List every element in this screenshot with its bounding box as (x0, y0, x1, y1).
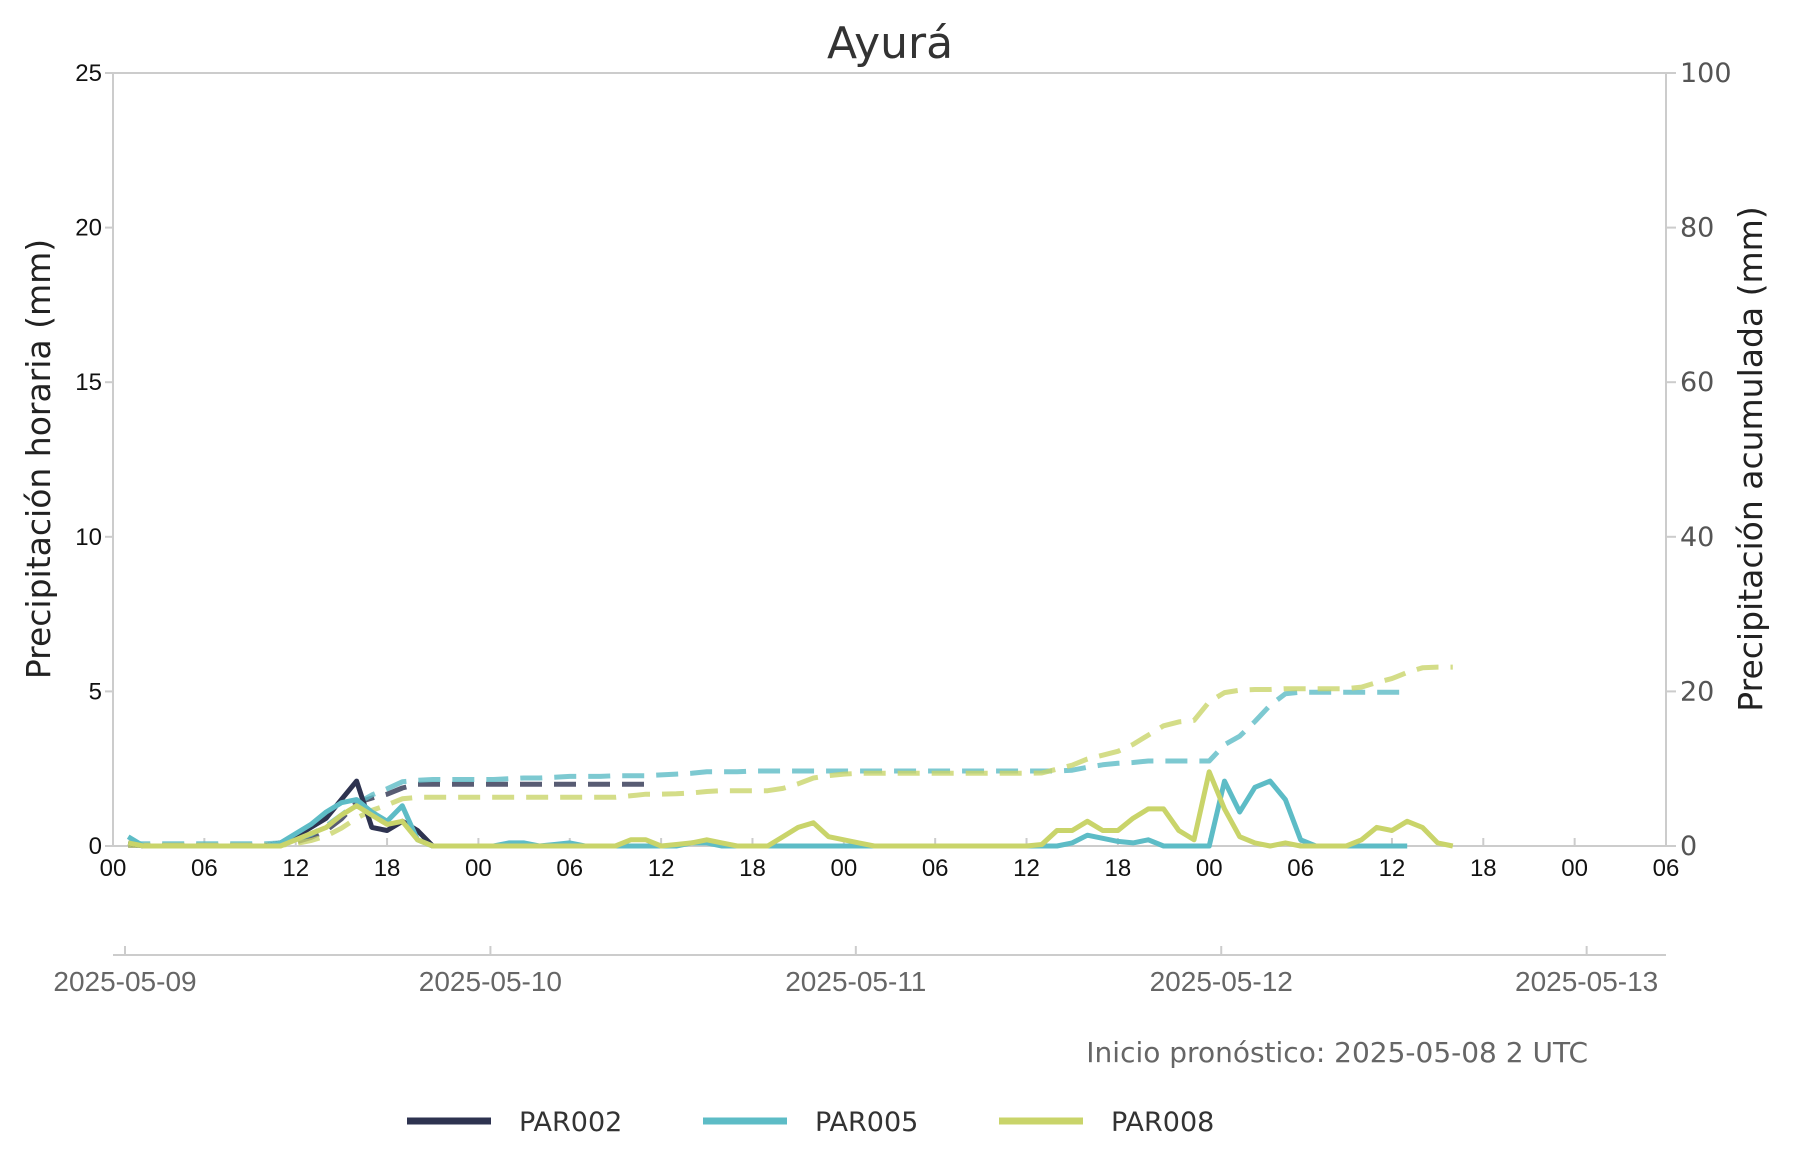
date-tick-label: 2025-05-09 (53, 966, 196, 997)
hour-tick-label: 06 (1653, 855, 1680, 882)
right-y-axis: 0 20 40 60 80 100 (1666, 58, 1732, 862)
left-y-axis: 0 5 10 15 20 25 (75, 60, 113, 860)
hour-tick-label: 12 (1013, 855, 1040, 882)
series-layer (126, 664, 1454, 849)
right-tick-label: 80 (1680, 213, 1714, 244)
right-tick-label: 60 (1680, 367, 1714, 398)
right-tick-label: 20 (1680, 676, 1714, 707)
left-tick-label: 20 (75, 215, 102, 242)
series-par008-accumulated-line (128, 664, 1453, 848)
left-tick-label: 25 (75, 60, 102, 87)
plot-frame (112, 72, 1667, 847)
right-y-axis-label: Precipitación acumulada (mm) (1731, 206, 1770, 711)
hour-tick-label: 00 (1561, 855, 1588, 882)
hour-tick-label: 06 (191, 855, 218, 882)
legend: PAR002 PAR005 PAR008 (407, 1107, 1214, 1138)
hour-tick-label: 12 (282, 855, 309, 882)
hour-tick-label: 18 (1105, 855, 1132, 882)
series-par002-accumulated-line (128, 781, 646, 848)
legend-label: PAR002 (519, 1107, 622, 1138)
hour-tick-label: 00 (1196, 855, 1223, 882)
chart-title: Ayurá (827, 18, 953, 69)
date-tick-label: 2025-05-12 (1150, 966, 1293, 997)
left-tick-label: 0 (89, 833, 102, 860)
left-tick-label: 5 (89, 678, 102, 705)
series-par008-hourly-line (127, 769, 1454, 849)
right-tick-label: 0 (1680, 831, 1697, 862)
right-tick-label: 100 (1680, 58, 1732, 89)
forecast-start-note: Inicio pronóstico: 2025-05-08 2 UTC (1086, 1036, 1588, 1069)
right-tick-label: 40 (1680, 522, 1714, 553)
hour-tick-label: 18 (374, 855, 401, 882)
hour-tick-label: 12 (1379, 855, 1406, 882)
hour-tick-label: 06 (1287, 855, 1314, 882)
hour-tick-label: 00 (830, 855, 857, 882)
hour-tick-label: 18 (739, 855, 766, 882)
date-tick-label: 2025-05-13 (1515, 966, 1658, 997)
hour-x-axis: 00 06 12 18 00 06 12 18 00 06 12 18 00 06 12 18 00 06 (100, 838, 1680, 882)
hour-tick-label: 06 (556, 855, 583, 882)
date-tick-label: 2025-05-11 (785, 966, 926, 997)
hour-tick-label: 00 (100, 855, 127, 882)
legend-item-par008: PAR008 (999, 1107, 1214, 1138)
hour-tick-label: 18 (1470, 855, 1497, 882)
left-tick-label: 15 (75, 369, 102, 396)
hour-tick-label: 00 (465, 855, 492, 882)
date-x-axis: 2025-05-09 2025-05-10 2025-05-11 2025-05-12… (53, 946, 1658, 997)
hour-tick-label: 12 (648, 855, 675, 882)
legend-item-par002: PAR002 (407, 1107, 622, 1138)
hour-tick-label: 06 (922, 855, 949, 882)
date-tick-label: 2025-05-10 (419, 966, 562, 997)
legend-label: PAR005 (815, 1107, 918, 1138)
legend-label: PAR008 (1111, 1107, 1214, 1138)
legend-item-par005: PAR005 (703, 1107, 918, 1138)
left-y-axis-label: Precipitación horaria (mm) (19, 239, 58, 679)
left-tick-label: 10 (75, 524, 102, 551)
